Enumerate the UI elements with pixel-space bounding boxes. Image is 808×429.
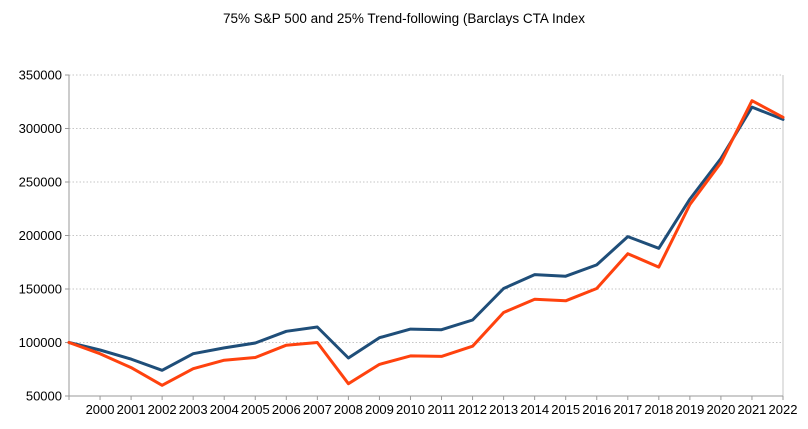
series-blue-line — [67, 105, 785, 372]
x-tick-label: 2018 — [644, 402, 673, 417]
x-tick-label: 2021 — [737, 402, 766, 417]
x-tick-label: 2020 — [706, 402, 735, 417]
x-tick-label: 2017 — [613, 402, 642, 417]
y-tick-label: 50000 — [26, 389, 62, 404]
x-tick-label: 2009 — [365, 402, 394, 417]
x-tick-label: 2013 — [489, 402, 518, 417]
x-tick-label: 2016 — [582, 402, 611, 417]
x-tick-label: 2004 — [210, 402, 239, 417]
x-tick-label: 2011 — [428, 402, 456, 417]
y-tick-label: 250000 — [19, 175, 62, 190]
x-tick-label: 2012 — [458, 402, 487, 417]
x-tick-label: 2008 — [334, 402, 363, 417]
x-tick-label: 2005 — [241, 402, 270, 417]
chart-title: 75% S&P 500 and 25% Trend-following (Bar… — [223, 11, 585, 26]
x-tick-label: 2019 — [675, 402, 704, 417]
x-tick-label: 2014 — [520, 402, 549, 417]
y-tick-label: 200000 — [19, 228, 62, 243]
x-tick-label: 2001 — [117, 402, 146, 417]
x-tick-label: 2002 — [148, 402, 177, 417]
x-tick-label: 2000 — [86, 402, 115, 417]
y-tick-label: 300000 — [19, 121, 62, 136]
x-tick-label: 2007 — [303, 402, 332, 417]
x-tick-label: 2015 — [551, 402, 580, 417]
x-tick-label: 2022 — [769, 402, 798, 417]
y-tick-label: 150000 — [19, 282, 62, 297]
x-tick-label: 2003 — [179, 402, 208, 417]
x-tick-label: 2010 — [396, 402, 425, 417]
x-tick-label: 2006 — [272, 402, 301, 417]
y-tick-label: 100000 — [19, 335, 62, 350]
series-orange-line — [67, 99, 785, 387]
y-tick-label: 350000 — [19, 68, 62, 83]
